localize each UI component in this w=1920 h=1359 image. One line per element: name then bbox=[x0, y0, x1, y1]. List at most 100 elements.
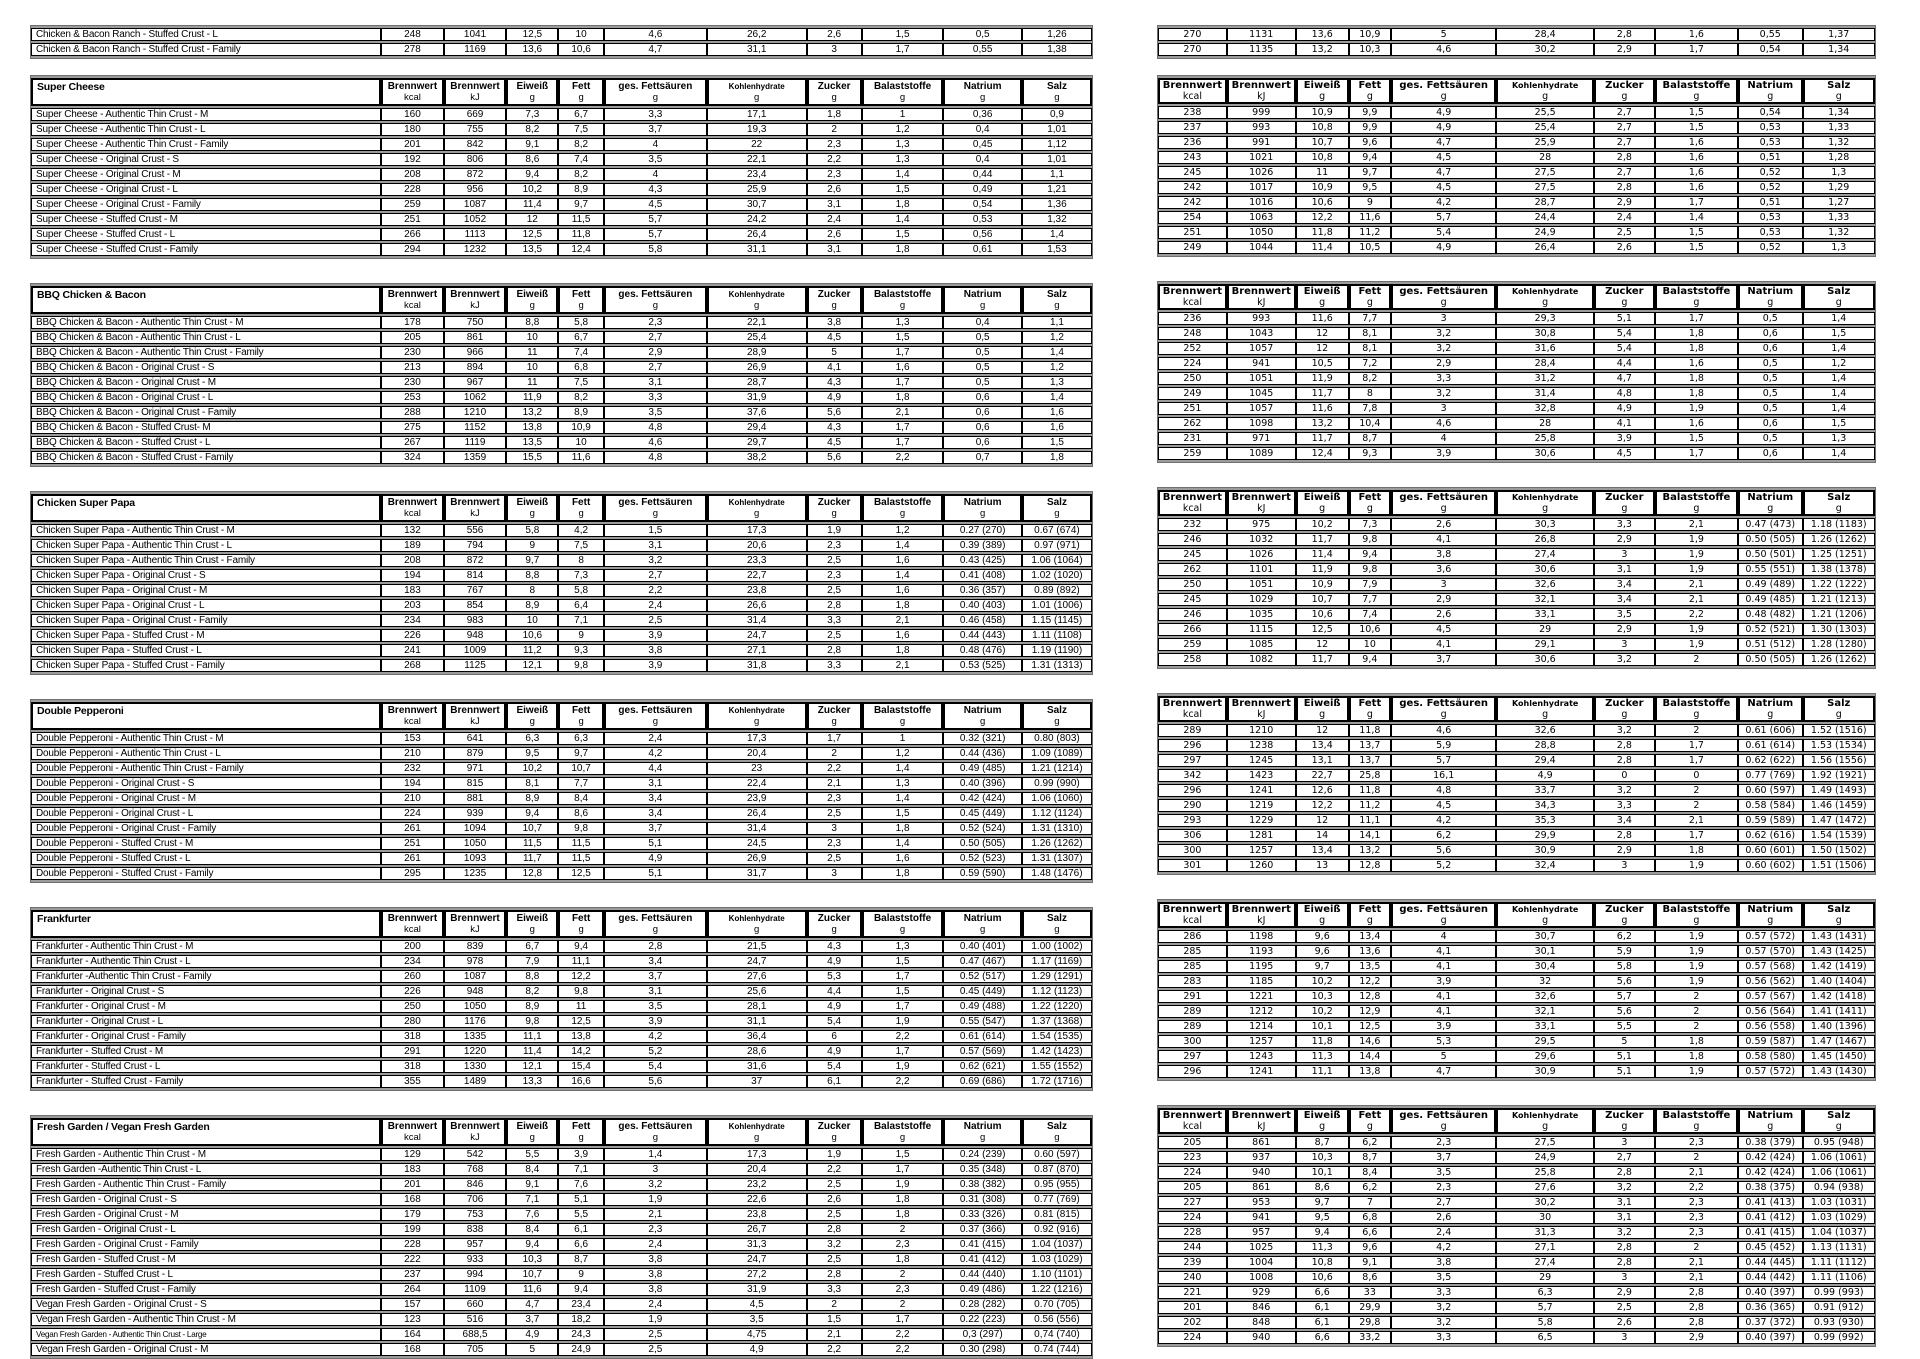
value-cell: 1219 bbox=[1226, 799, 1296, 812]
value-cell: 1185 bbox=[1226, 975, 1296, 988]
table-row: BBQ Chicken & Bacon - Authentic Thin Cru… bbox=[31, 331, 1092, 344]
value-cell: 205 bbox=[1158, 1181, 1227, 1194]
value-cell: 0.38 (382) bbox=[943, 1178, 1022, 1191]
value-cell: 9,4 bbox=[558, 1283, 604, 1296]
value-cell: 18,2 bbox=[558, 1313, 604, 1326]
value-cell: 3,8 bbox=[806, 316, 862, 329]
value-cell: 0.49 (485) bbox=[943, 762, 1022, 775]
value-cell: 1,4 bbox=[1802, 387, 1875, 400]
value-cell: 199 bbox=[381, 1223, 444, 1236]
value-cell: 6,2 bbox=[1593, 930, 1655, 943]
value-cell: 1,5 bbox=[1654, 226, 1738, 239]
column-header-brennwert: Brennwert kJ bbox=[1226, 902, 1296, 928]
value-cell: 10 bbox=[558, 436, 604, 449]
value-cell: 3,9 bbox=[1391, 1020, 1497, 1033]
column-header-kohlenhydrate: Kohlenhydrate g bbox=[1496, 902, 1594, 928]
value-cell: 1,8 bbox=[806, 108, 862, 121]
column-header-salz: Salz g bbox=[1021, 702, 1092, 730]
value-cell: 2,1 bbox=[861, 406, 944, 419]
value-cell: 31,9 bbox=[706, 1283, 807, 1296]
value-cell: 0.40 (396) bbox=[943, 777, 1022, 790]
column-header-zucker: Zucker g bbox=[806, 78, 862, 106]
value-cell: 0.49 (488) bbox=[943, 1000, 1022, 1013]
value-cell: 213 bbox=[381, 361, 444, 374]
column-header-balaststoffe: Balaststoffe g bbox=[1654, 902, 1738, 928]
value-cell: 160 bbox=[381, 108, 444, 121]
column-header-brennwert: Brennwert kJ bbox=[443, 1118, 507, 1146]
value-cell: 3,9 bbox=[1593, 432, 1655, 445]
value-cell: 1,9 bbox=[1654, 548, 1738, 561]
value-cell: 1082 bbox=[1226, 653, 1296, 666]
value-cell: 939 bbox=[443, 807, 507, 820]
value-cell: 4,9 bbox=[506, 1328, 559, 1341]
value-cell: 1,7 bbox=[861, 346, 944, 359]
value-cell: 31,2 bbox=[1496, 372, 1594, 385]
value-cell: 1,7 bbox=[861, 970, 944, 983]
value-cell: 3,4 bbox=[603, 792, 707, 805]
column-header-eiwei: Eiweiß g bbox=[506, 286, 559, 314]
value-cell: 3,1 bbox=[806, 198, 862, 211]
row-label: Fresh Garden - Stuffed Crust - M bbox=[31, 1253, 382, 1266]
value-cell: 1,7 bbox=[1654, 829, 1738, 842]
value-cell: 2 bbox=[1654, 799, 1738, 812]
value-cell: 2,4 bbox=[806, 213, 862, 226]
row-label: Fresh Garden - Stuffed Crust - L bbox=[31, 1268, 382, 1281]
value-cell: 10,3 bbox=[1295, 990, 1349, 1003]
double-pepperoni-section-right: Brennwert kcal Brennwert kJ Eiweiß g Fett g ges.… bbox=[1157, 693, 1876, 875]
value-cell: 2,4 bbox=[603, 732, 707, 745]
value-cell: 30,9 bbox=[1496, 1065, 1594, 1078]
value-cell: 1.26 (1262) bbox=[1802, 533, 1875, 546]
value-cell: 10,8 bbox=[1295, 1256, 1349, 1269]
value-cell: 31,6 bbox=[1496, 342, 1594, 355]
value-cell: 5,6 bbox=[1593, 1005, 1655, 1018]
value-cell: 9,4 bbox=[1348, 653, 1391, 666]
value-cell: 9,1 bbox=[1348, 1256, 1391, 1269]
value-cell: 957 bbox=[443, 1238, 507, 1251]
column-header-salz: Salz g bbox=[1802, 78, 1875, 104]
untitled-table-left: Chicken & Bacon Ranch - Stuffed Crust - … bbox=[30, 25, 1093, 59]
double-pepperoni-table-right: Brennwert kcal Brennwert kJ Eiweiß g Fett g ges.… bbox=[1157, 693, 1876, 875]
value-cell: 3,2 bbox=[1391, 327, 1497, 340]
value-cell: 4,9 bbox=[806, 391, 862, 404]
value-cell: 0.24 (239) bbox=[943, 1148, 1022, 1161]
value-cell: 4,8 bbox=[603, 451, 707, 464]
column-header-eiwei: Eiweiß g bbox=[1295, 284, 1349, 310]
value-cell: 295 bbox=[381, 867, 444, 880]
value-cell: 4,5 bbox=[1593, 447, 1655, 460]
value-cell: 14,2 bbox=[558, 1045, 604, 1058]
table-row: 205 861 8,6 6,2 2,3 27,6 3,2 2,2 0.38 (375) 0.94 … bbox=[1158, 1181, 1875, 1194]
value-cell: 201 bbox=[381, 138, 444, 151]
value-cell: 1229 bbox=[1226, 814, 1296, 827]
value-cell: 3,5 bbox=[1593, 608, 1655, 621]
value-cell: 1,9 bbox=[806, 1148, 862, 1161]
value-cell: 660 bbox=[443, 1298, 507, 1311]
value-cell: 10,3 bbox=[1295, 1151, 1349, 1164]
value-cell: 223 bbox=[1158, 1151, 1227, 1164]
value-cell: 9,4 bbox=[506, 168, 559, 181]
column-header-brennwert: Brennwert kJ bbox=[443, 494, 507, 522]
value-cell: 11,6 bbox=[1295, 312, 1349, 325]
value-cell: 8,4 bbox=[558, 792, 604, 805]
value-cell: 3,1 bbox=[603, 777, 707, 790]
value-cell: 5 bbox=[1391, 1050, 1497, 1063]
value-cell: 13 bbox=[1295, 859, 1349, 872]
value-cell: 10,2 bbox=[506, 183, 559, 196]
value-cell: 12,9 bbox=[1348, 1005, 1391, 1018]
value-cell: 0.57 (567) bbox=[1738, 990, 1803, 1003]
value-cell: 1.06 (1064) bbox=[1021, 554, 1092, 567]
value-cell: 2,9 bbox=[1593, 623, 1655, 636]
frankfurter-section-left: Frankfurter Brennwert kcal Brennwert kJ Eiwei… bbox=[30, 907, 1093, 1091]
value-cell: 294 bbox=[381, 243, 444, 256]
value-cell: 1,4 bbox=[861, 569, 944, 582]
value-cell: 0.44 (440) bbox=[943, 1268, 1022, 1281]
table-row: 231 971 11,7 8,7 4 25,8 3,9 1,5 0,5 1,3 bbox=[1158, 432, 1875, 445]
value-cell: 168 bbox=[381, 1193, 444, 1206]
value-cell: 266 bbox=[1158, 623, 1227, 636]
value-cell: 1017 bbox=[1226, 181, 1296, 194]
value-cell: 0.36 (357) bbox=[943, 584, 1022, 597]
value-cell: 33,7 bbox=[1496, 784, 1594, 797]
value-cell: 2 bbox=[806, 123, 862, 136]
value-cell: 0.40 (403) bbox=[943, 599, 1022, 612]
value-cell: 3,1 bbox=[806, 243, 862, 256]
value-cell: 0.22 (223) bbox=[943, 1313, 1022, 1326]
